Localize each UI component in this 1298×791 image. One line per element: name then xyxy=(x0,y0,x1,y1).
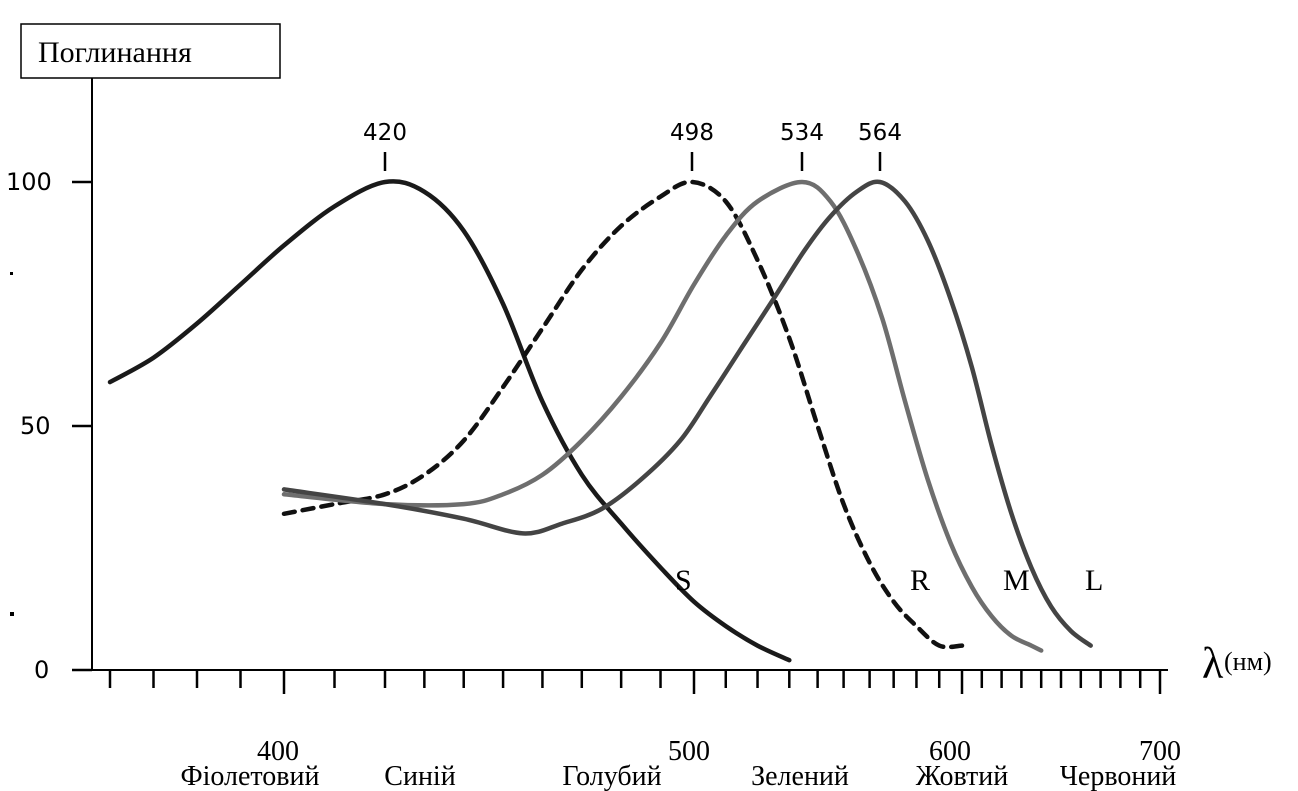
y-tick-label-100: 100 xyxy=(6,168,52,196)
x-axis-unit: (нм) xyxy=(1224,647,1272,676)
peak-label-498: 498 xyxy=(670,120,714,146)
color-name-red: Червоний xyxy=(1060,761,1177,791)
curve-label-R: R xyxy=(910,564,930,597)
y-axis-dot-mark xyxy=(10,612,14,616)
curve-label-L: L xyxy=(1085,564,1103,597)
y-axis-label-box xyxy=(20,23,281,79)
curve-label-S: S xyxy=(675,564,692,597)
curve-L xyxy=(281,179,1093,648)
curve-R xyxy=(281,179,965,650)
peak-label-564: 564 xyxy=(858,120,902,146)
x-tick-label-500: 500 xyxy=(668,736,710,767)
color-name-light-blue: Голубий xyxy=(562,761,661,791)
y-axis-label: Поглинання xyxy=(38,36,192,69)
color-name-blue: Синій xyxy=(384,761,455,791)
peak-label-420: 420 xyxy=(363,120,407,146)
y-ticks: 100 50 0 xyxy=(6,168,92,684)
curve-M xyxy=(281,179,1044,653)
color-name-violet: Фіолетовий xyxy=(181,761,320,791)
y-axis-label-group: Поглинання xyxy=(20,23,281,79)
y-tick-label-0: 0 xyxy=(34,656,49,684)
color-name-yellow: Жовтий xyxy=(916,761,1008,791)
curve-label-M: M xyxy=(1003,564,1030,597)
y-tick-label-50: 50 xyxy=(20,412,51,440)
x-tick-label-600: 600 xyxy=(929,736,971,767)
curve-labels: S R M L xyxy=(675,564,1103,597)
x-axis-lambda-symbol: λ xyxy=(1202,639,1224,688)
color-name-green: Зелений xyxy=(751,761,849,791)
curves xyxy=(107,179,1093,663)
peak-markers: 420 498 534 564 xyxy=(363,120,902,171)
x-tick-label-400: 400 xyxy=(257,736,299,767)
x-ticks xyxy=(108,670,1162,694)
peak-label-534: 534 xyxy=(780,120,824,146)
x-tick-label-700: 700 xyxy=(1139,736,1181,767)
y-axis-dot-mark xyxy=(10,272,13,275)
curve-S xyxy=(107,179,792,663)
